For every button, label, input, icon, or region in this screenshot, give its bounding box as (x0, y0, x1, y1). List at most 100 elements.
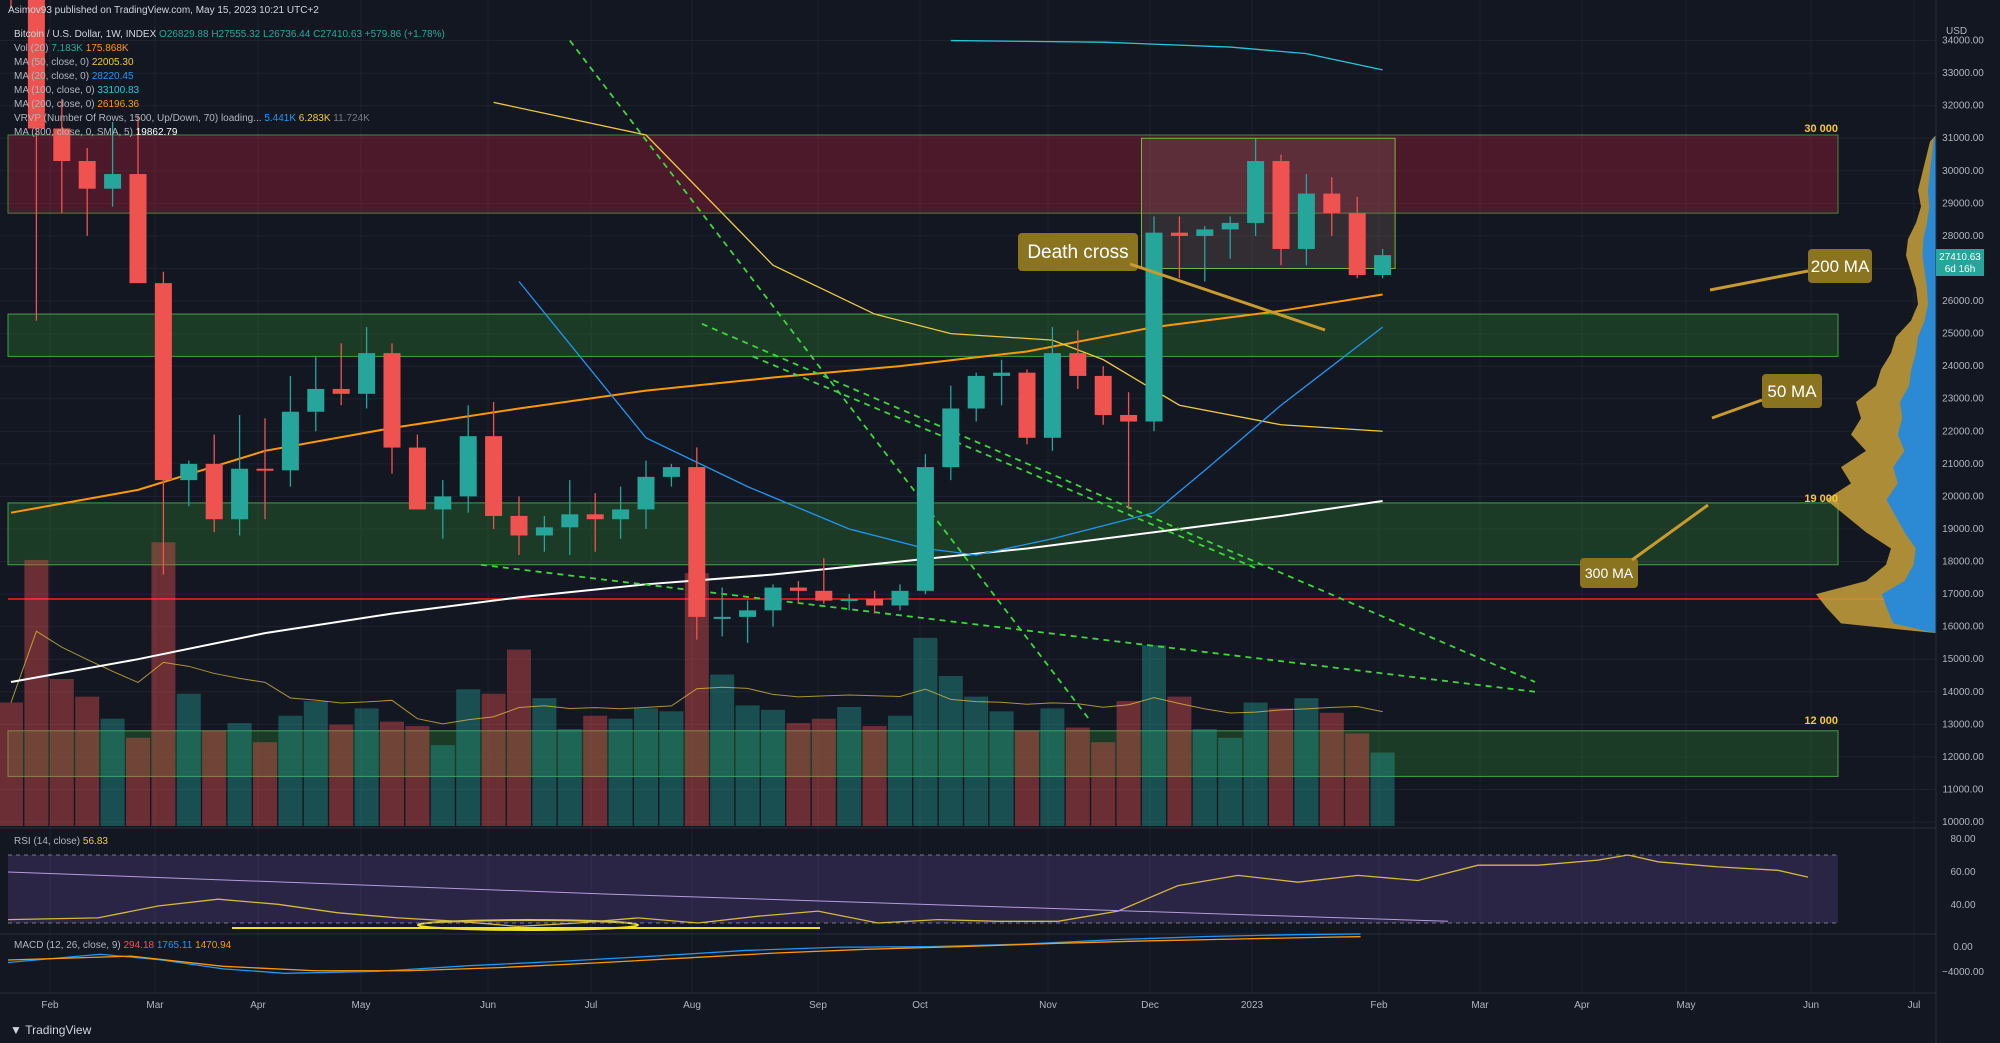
green-zone (7, 313, 1839, 357)
rsi-trendline (7, 871, 1449, 922)
time-tick: Jul (1908, 1000, 1921, 1011)
time-tick: 2023 (1241, 1000, 1264, 1011)
macd-tick-0: 0.00 (1953, 942, 1973, 953)
volume-bar (1142, 645, 1166, 826)
indicator-legend: Vol (20) 7.183K 175.868K MA (50, close, … (14, 43, 370, 138)
macd-line (7, 933, 1361, 974)
candle-body (485, 436, 503, 516)
volume-bar (253, 742, 277, 826)
time-tick: Feb (41, 1000, 59, 1011)
candle-body (739, 610, 757, 617)
last-price-marker: 27410.63 6d 16h (1936, 249, 1984, 276)
volume-bar (786, 723, 811, 826)
price-tick: 13000.00 (1942, 719, 1984, 730)
candle-body (231, 468, 249, 520)
macd-label: MACD (12, 26, close, 9) 294.18 1765.11 1… (14, 940, 232, 951)
volume-bar (481, 693, 506, 826)
candle-body (510, 515, 528, 536)
time-tick: Oct (912, 1000, 928, 1011)
candle-body (993, 372, 1011, 376)
macd-tick-neg: −4000.00 (1942, 967, 1984, 978)
candle-body (916, 467, 934, 591)
macd-lines (7, 933, 1361, 974)
time-tick: Jun (1803, 1000, 1819, 1011)
price-tick: 31000.00 (1942, 133, 1984, 144)
price-tick: 28000.00 (1942, 231, 1984, 242)
volume-bar (1345, 733, 1370, 826)
candle-body (891, 590, 909, 606)
price-tick: 33000.00 (1942, 68, 1984, 79)
rsi-line (7, 854, 1809, 928)
volume-bar (837, 706, 862, 826)
candle-body (866, 598, 884, 606)
volume-bar (1218, 737, 1243, 826)
publisher-line: Asimov93 published on TradingView.com, M… (8, 5, 319, 16)
trendlines (480, 40, 1536, 722)
volume-bar (1116, 701, 1141, 826)
trendline (480, 563, 1536, 693)
candles[interactable] (3, 0, 1392, 643)
time-tick: May (352, 1000, 371, 1011)
indicator-row: MA (20, close, 0) 28220.45 (14, 71, 134, 82)
rsi-band (8, 855, 1838, 923)
price-tick: 18000.00 (1942, 557, 1984, 568)
symbol-line: Bitcoin / U.S. Dollar, 1W, INDEX O26829.… (14, 29, 445, 40)
candle-body (281, 411, 299, 471)
candle-body (1247, 161, 1265, 223)
volume-profile (1816, 134, 1936, 634)
candle-body (535, 527, 553, 536)
candle-body (180, 463, 198, 481)
volume-bar (710, 674, 735, 826)
time-tick: Mar (146, 1000, 164, 1011)
candle-body (561, 514, 579, 528)
candle-body (789, 587, 807, 591)
volume-bar (456, 689, 481, 826)
level-12000: 12 000 (1804, 715, 1838, 727)
svg-text:50 MA: 50 MA (1767, 382, 1817, 401)
volume-bar (964, 696, 989, 826)
branding: ▼ TradingView (10, 1023, 92, 1037)
volume-bar (75, 696, 100, 826)
time-tick: May (1677, 1000, 1696, 1011)
candle-body (713, 616, 731, 619)
volume-bar (329, 724, 354, 826)
candle-body (104, 174, 122, 189)
indicator-row: VRVP (Number Of Rows, 1500, Up/Down, 70)… (14, 113, 370, 124)
time-tick: Aug (683, 1000, 701, 1011)
trendline (752, 355, 1256, 569)
time-tick: Dec (1141, 1000, 1159, 1011)
price-tick: 22000.00 (1942, 426, 1984, 437)
candle-body (129, 174, 147, 284)
candle-body (307, 388, 325, 412)
price-tick: 34000.00 (1942, 36, 1984, 47)
volume-bar (761, 709, 785, 826)
rsi-tick-40: 40.00 (1950, 900, 1975, 911)
candle-body (612, 509, 630, 520)
volume-bar (659, 711, 684, 826)
price-tick: 23000.00 (1942, 394, 1984, 405)
volume-bar (1370, 752, 1395, 826)
time-tick: Jun (480, 1000, 496, 1011)
time-axis: Feb Mar Apr May Jun Jul Aug Sep Oct Nov Dec 2023 Feb… (41, 1000, 1920, 1011)
volume-bar (430, 745, 455, 826)
level-30000: 30 000 (1804, 123, 1838, 135)
time-tick: Mar (1471, 1000, 1489, 1011)
ma200-line (10, 293, 1383, 514)
candle-body (1196, 229, 1214, 236)
candle-body (256, 468, 274, 471)
time-tick: Nov (1039, 1000, 1057, 1011)
svg-text:300 MA: 300 MA (1585, 565, 1634, 581)
price-tick: 26000.00 (1942, 296, 1984, 307)
price-tick: 30000.00 (1942, 166, 1984, 177)
countdown: 6d 16h (1945, 264, 1976, 275)
volume-bar (49, 679, 74, 826)
candle-body (154, 283, 172, 481)
price-tick: 24000.00 (1942, 361, 1984, 372)
price-tick: 29000.00 (1942, 198, 1984, 209)
candle-body (1297, 193, 1315, 249)
volume-bar (1091, 742, 1116, 826)
volume-bar (1294, 698, 1319, 826)
candle-body (1272, 161, 1290, 249)
